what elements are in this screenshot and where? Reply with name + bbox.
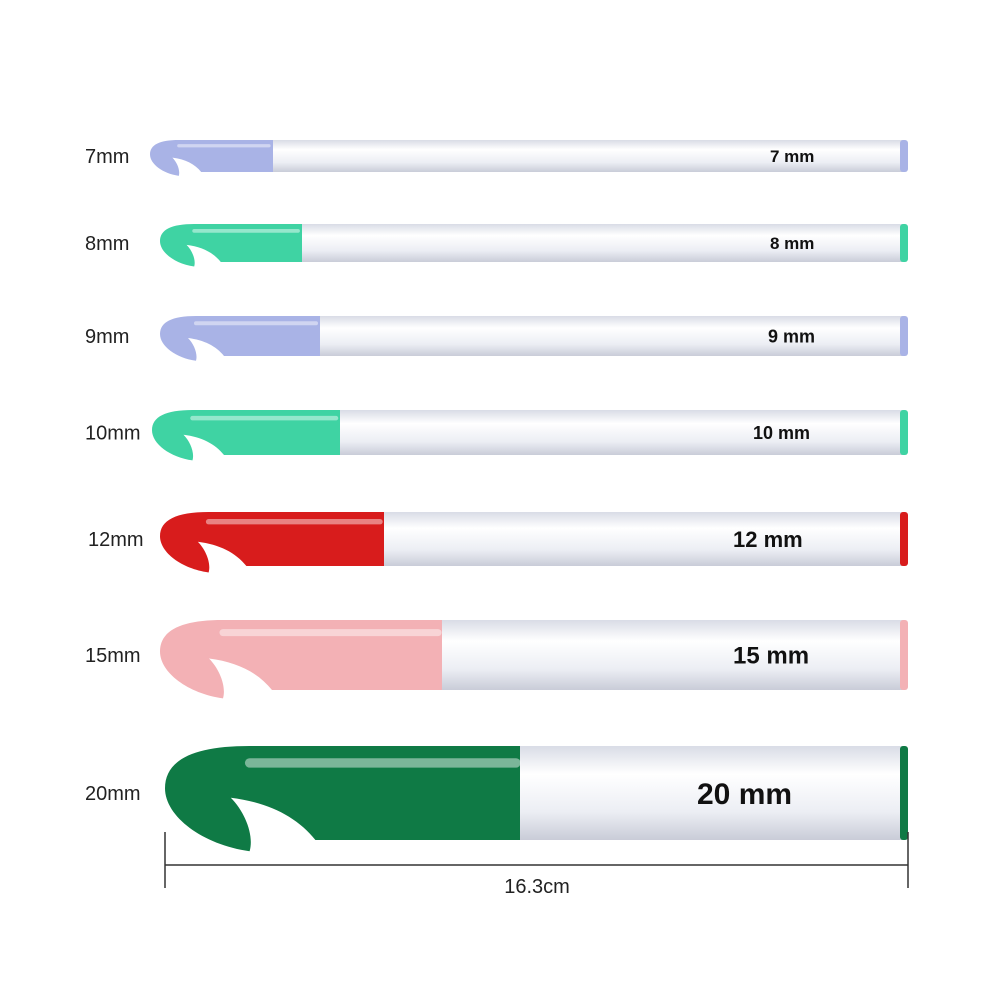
hook-shaft bbox=[302, 224, 904, 262]
hook-end-cap bbox=[900, 224, 908, 262]
hook-head bbox=[160, 224, 302, 267]
crochet-hook-15mm: 15mm 15 mm bbox=[85, 620, 908, 699]
crochet-hook-10mm: 10mm 10 mm bbox=[85, 410, 908, 461]
hook-shaft bbox=[520, 746, 904, 840]
hook-shaft bbox=[273, 140, 904, 172]
hook-end-cap bbox=[900, 746, 908, 840]
shaft-size-text: 9 mm bbox=[768, 326, 815, 346]
crochet-hook-7mm: 7mm 7 mm bbox=[85, 140, 908, 176]
crochet-hook-8mm: 8mm 8 mm bbox=[85, 224, 908, 267]
shaft-size-text: 7 mm bbox=[770, 147, 814, 166]
shaft-size-text: 12 mm bbox=[733, 527, 803, 552]
size-label: 10mm bbox=[85, 423, 141, 445]
hook-head bbox=[165, 746, 520, 852]
hook-end-cap bbox=[900, 316, 908, 356]
hook-end-cap bbox=[900, 140, 908, 172]
hook-end-cap bbox=[900, 512, 908, 566]
hook-shaft bbox=[384, 512, 904, 566]
crochet-hook-20mm: 20mm 20 mm bbox=[85, 746, 908, 852]
dimension-label: 16.3cm bbox=[504, 876, 570, 898]
hook-head bbox=[152, 410, 340, 461]
shaft-size-text: 15 mm bbox=[733, 643, 809, 670]
length-dimension: 16.3cm bbox=[164, 832, 909, 898]
hook-end-cap bbox=[900, 410, 908, 455]
size-label: 20mm bbox=[85, 783, 141, 805]
hook-shaft bbox=[442, 620, 904, 690]
size-label: 7mm bbox=[85, 146, 129, 168]
crochet-hook-12mm: 12mm 12 mm bbox=[88, 512, 908, 573]
shaft-size-text: 10 mm bbox=[753, 423, 810, 443]
size-label: 15mm bbox=[85, 645, 141, 667]
size-label: 8mm bbox=[85, 233, 129, 255]
hook-head bbox=[150, 140, 273, 176]
hook-head bbox=[160, 512, 384, 573]
size-label: 12mm bbox=[88, 529, 144, 551]
hook-shaft bbox=[320, 316, 904, 356]
hook-end-cap bbox=[900, 620, 908, 690]
crochet-hook-9mm: 9mm 9 mm bbox=[85, 316, 908, 361]
shaft-size-text: 20 mm bbox=[697, 778, 792, 811]
hook-head bbox=[160, 620, 442, 699]
size-label: 9mm bbox=[85, 326, 129, 348]
hook-head bbox=[160, 316, 320, 361]
hook-shaft bbox=[340, 410, 904, 455]
shaft-size-text: 8 mm bbox=[770, 234, 814, 253]
